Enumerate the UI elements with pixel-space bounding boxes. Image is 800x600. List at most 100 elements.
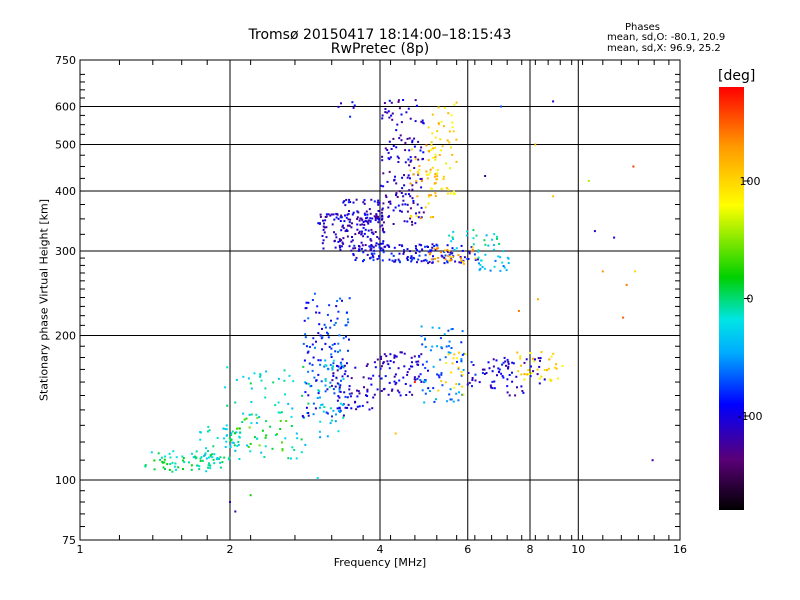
data-point (407, 174, 410, 177)
data-point (348, 297, 351, 300)
data-point (417, 172, 420, 175)
data-point (362, 235, 365, 238)
data-point (281, 449, 284, 452)
data-point (256, 416, 259, 419)
data-point (311, 299, 314, 301)
data-point (445, 362, 448, 364)
data-point (434, 158, 437, 161)
data-point (333, 324, 336, 326)
data-point (422, 122, 425, 125)
data-point (447, 112, 450, 115)
data-point (397, 100, 400, 103)
data-point (281, 441, 283, 444)
data-point (424, 380, 427, 383)
data-point (507, 365, 510, 368)
data-point (540, 375, 543, 378)
data-point (463, 256, 466, 259)
data-point (481, 368, 484, 371)
data-point (201, 459, 204, 462)
data-point (432, 156, 435, 159)
data-point (329, 364, 332, 366)
data-point (219, 461, 222, 464)
data-point (489, 269, 492, 272)
data-point (455, 101, 458, 104)
data-point (407, 107, 410, 110)
data-point (205, 447, 207, 450)
data-point (347, 218, 350, 221)
data-point (453, 103, 456, 106)
data-point (523, 378, 526, 381)
data-point (470, 246, 473, 249)
data-point (324, 378, 327, 380)
data-point (247, 377, 250, 380)
data-point (423, 379, 426, 381)
data-point (235, 378, 238, 381)
data-point (420, 353, 423, 356)
data-point (493, 265, 496, 268)
data-point (395, 129, 398, 132)
stats-heading: Phases (624, 22, 661, 33)
data-point (411, 184, 414, 187)
data-point (374, 231, 377, 233)
data-point (418, 250, 421, 253)
data-point (476, 258, 479, 261)
data-point (248, 426, 251, 429)
data-point (492, 358, 495, 361)
data-point (373, 249, 376, 252)
data-point (331, 366, 334, 369)
data-point (377, 203, 380, 206)
data-point (483, 368, 486, 371)
data-point (395, 355, 398, 358)
data-point (343, 373, 346, 376)
data-point (356, 223, 359, 226)
data-point (301, 415, 304, 417)
data-point (171, 470, 174, 473)
data-point (433, 247, 436, 250)
data-point (361, 219, 364, 222)
data-point (331, 343, 334, 346)
data-point (345, 228, 348, 231)
data-point (356, 216, 359, 219)
data-point (396, 389, 399, 392)
data-point (418, 165, 421, 168)
data-point (369, 257, 371, 260)
data-point (455, 138, 458, 141)
data-point (394, 175, 396, 178)
data-point (370, 198, 373, 201)
data-point (376, 201, 379, 204)
data-point (410, 356, 413, 359)
data-point (265, 434, 268, 437)
data-point (429, 171, 432, 174)
data-point (329, 326, 332, 329)
data-point (332, 359, 335, 362)
data-point (411, 188, 414, 191)
data-point (245, 417, 248, 420)
data-point (460, 341, 463, 344)
data-point (348, 221, 351, 224)
data-point (406, 220, 409, 223)
data-point (330, 384, 333, 387)
data-point (324, 390, 327, 393)
data-point (462, 352, 465, 355)
data-point (333, 231, 335, 234)
data-point (175, 456, 178, 459)
stats-line-x: mean, sd,X: 96.9, 25.2 (607, 43, 721, 54)
data-point (339, 402, 342, 405)
data-point (366, 221, 369, 223)
data-point (461, 353, 464, 356)
data-point (330, 356, 333, 358)
data-point (292, 380, 295, 383)
plot-frame (79, 59, 681, 541)
data-point (381, 114, 384, 117)
data-point (339, 409, 342, 412)
data-point (351, 239, 354, 242)
data-point (323, 323, 326, 326)
data-point (340, 365, 343, 368)
data-point (229, 501, 231, 503)
data-point (340, 239, 343, 242)
data-point (471, 385, 473, 388)
data-point (356, 218, 359, 220)
data-point (508, 374, 511, 376)
data-point (362, 201, 365, 204)
data-point (359, 217, 362, 220)
